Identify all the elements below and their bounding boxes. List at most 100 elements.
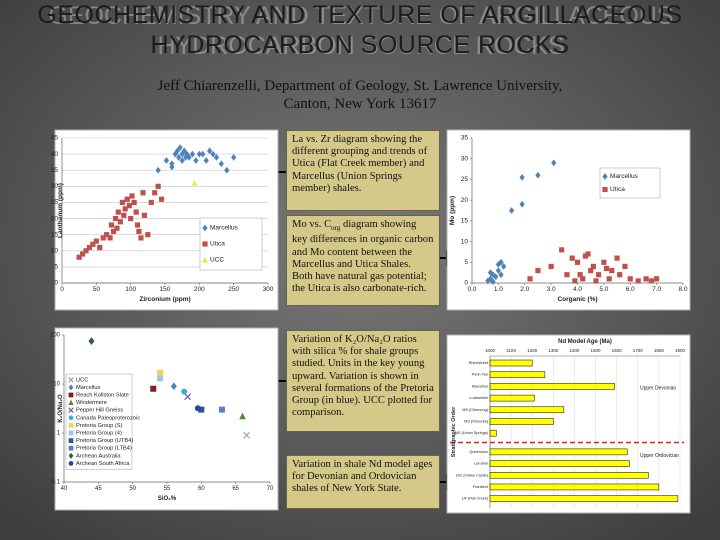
legend-label: Utica	[210, 241, 225, 248]
y-tick-label: 0	[464, 280, 468, 287]
bar	[489, 394, 535, 402]
marker	[527, 276, 533, 282]
legend-label: Marcellus	[210, 225, 239, 232]
marker	[122, 206, 128, 212]
caption-text: La vs. Zr diagram showing the different …	[292, 134, 428, 194]
marker	[184, 393, 192, 401]
marker	[119, 199, 126, 206]
marker	[170, 382, 177, 391]
x-tick-label: 1100	[506, 348, 516, 353]
chart-title: Nd Model Age (Ma)	[558, 339, 612, 345]
marker	[163, 157, 169, 164]
marker	[80, 251, 86, 257]
marker	[564, 272, 570, 278]
bar	[489, 406, 565, 414]
marker	[107, 235, 113, 241]
legend-box	[65, 373, 133, 470]
x-tick-label: 0.0	[467, 286, 476, 293]
legend-marker	[202, 241, 208, 247]
marker	[141, 212, 147, 218]
bar	[489, 460, 630, 467]
marker	[498, 258, 504, 266]
caption: La vs. Zr diagram showing the different …	[286, 130, 440, 211]
legend-marker	[68, 430, 74, 436]
marker	[138, 235, 144, 241]
title-shadow: HYDROCARBON SOURCE ROCKS	[158, 32, 565, 60]
y-tick-label: UIC (Indian Castle)	[456, 473, 489, 477]
legend-label: Archean Australia	[76, 453, 121, 459]
x-tick-label: 2.0	[520, 286, 529, 293]
x-tick-label: 1800	[654, 348, 665, 353]
x-tick-label: 7.0	[652, 286, 661, 293]
legend-label: Pepper Hill Gneiss	[76, 408, 123, 414]
x-tick-label: 65	[232, 486, 239, 492]
marker	[86, 244, 93, 251]
legend-label: Windermere	[76, 400, 107, 406]
x-tick-label: 5.0	[599, 286, 608, 293]
y-tick-label: 40	[51, 151, 59, 158]
x-axis-label: SiO₂%	[158, 496, 177, 502]
marker	[224, 166, 230, 174]
marker	[181, 147, 187, 155]
marker	[501, 263, 507, 270]
y-tick-label: 35	[51, 167, 59, 174]
marker	[654, 276, 660, 282]
legend-marker	[68, 392, 74, 398]
y-tick-label: MS (Chemung)	[462, 408, 488, 412]
bar	[489, 483, 660, 491]
y-tick-label: 10	[51, 247, 59, 254]
caption-text: Variation of K₂O/Na₂O ratios with silica…	[292, 334, 434, 419]
marker	[495, 267, 501, 274]
marker	[203, 157, 209, 164]
marker	[213, 153, 220, 161]
marker	[609, 267, 615, 274]
y-tick-label: 30	[461, 155, 469, 162]
marker	[627, 276, 633, 282]
legend-marker	[602, 173, 608, 180]
title-shadow: GEOCHEMISTRY AND TEXTURE OF ARGILLACEOUS	[48, 2, 673, 30]
legend-label: Canada Paleoproterozoic	[76, 415, 140, 421]
marker	[490, 278, 496, 286]
marker	[129, 193, 135, 199]
legend-marker	[68, 461, 74, 466]
x-tick-label: 1900	[675, 348, 686, 353]
marker	[169, 163, 175, 171]
marker	[93, 238, 99, 244]
x-tick-label: 55	[164, 486, 171, 492]
title: GEOCHEMISTRY AND TEXTURE OF ARGILLACEOUS	[37, 1, 682, 29]
x-tick-label: 4.0	[573, 286, 582, 293]
marker	[243, 431, 251, 439]
legend-label: Reach Kollston Slate	[76, 393, 129, 399]
y-tick-label: 5	[54, 264, 58, 271]
marker	[114, 225, 120, 231]
marker	[126, 203, 132, 209]
marker	[535, 267, 541, 274]
y-tick-label: 25	[461, 176, 469, 183]
x-tick-label: 1400	[569, 348, 580, 353]
legend-marker	[68, 407, 74, 413]
marker	[88, 337, 95, 346]
legend-marker	[602, 186, 608, 193]
marker	[622, 263, 628, 270]
caption-text: Mo vs. C	[292, 219, 332, 230]
marker	[614, 255, 620, 261]
x-tick-label: 0	[60, 286, 64, 293]
y-axis-label: Mo (ppm)	[449, 196, 456, 225]
x-tick-label: 250	[228, 286, 239, 293]
x-tick-label: 50	[93, 286, 101, 293]
x-tick-label: 200	[194, 286, 205, 293]
marker	[174, 147, 180, 155]
bar	[489, 448, 628, 456]
y-axis-label: Stratigraphic Order	[451, 406, 457, 457]
bar	[489, 472, 649, 479]
marker	[117, 219, 123, 225]
y-tick-label: Lorraine	[474, 462, 488, 466]
legend-marker	[68, 377, 74, 383]
marker	[588, 267, 594, 274]
x-tick-label: 70	[267, 486, 274, 492]
y-tick-label: 25	[51, 199, 59, 206]
legend-marker	[68, 399, 74, 405]
x-tick-label: 1300	[548, 348, 559, 353]
y-tick-label: Penn Yan	[472, 373, 488, 377]
x-tick-label: 3.0	[547, 286, 556, 293]
